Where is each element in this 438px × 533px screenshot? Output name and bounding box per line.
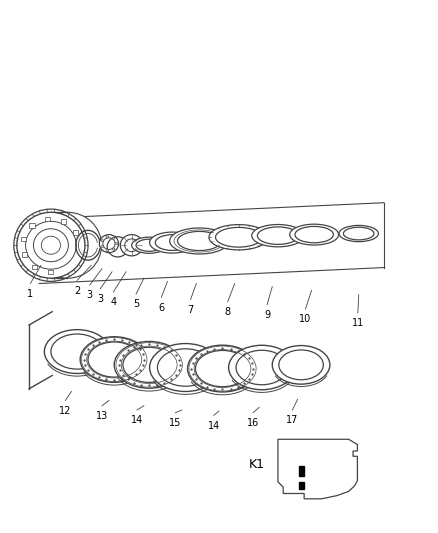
Polygon shape (299, 466, 304, 477)
Ellipse shape (187, 345, 258, 392)
Text: 8: 8 (225, 307, 231, 317)
Text: K1: K1 (249, 458, 265, 471)
Ellipse shape (41, 236, 60, 254)
Text: 2: 2 (74, 286, 80, 296)
Ellipse shape (103, 238, 115, 249)
Ellipse shape (195, 350, 250, 387)
Bar (73, 230, 78, 235)
Ellipse shape (115, 243, 118, 245)
Ellipse shape (33, 212, 102, 278)
Bar (32, 265, 37, 269)
Bar (48, 270, 53, 274)
Text: 13: 13 (96, 411, 108, 421)
Text: 15: 15 (169, 418, 181, 428)
Text: 7: 7 (187, 305, 194, 315)
Ellipse shape (132, 237, 166, 253)
Ellipse shape (125, 239, 139, 252)
Ellipse shape (343, 227, 374, 240)
Ellipse shape (236, 350, 288, 385)
Ellipse shape (252, 224, 304, 247)
Ellipse shape (155, 235, 189, 251)
Ellipse shape (17, 212, 85, 278)
Text: 3: 3 (87, 290, 93, 301)
Ellipse shape (279, 350, 323, 379)
Ellipse shape (229, 345, 295, 390)
Bar (45, 217, 50, 221)
Ellipse shape (136, 239, 162, 251)
Ellipse shape (99, 235, 119, 253)
Ellipse shape (51, 334, 103, 369)
Text: 1: 1 (27, 289, 33, 299)
Text: 14: 14 (208, 421, 220, 431)
Ellipse shape (44, 329, 110, 374)
Ellipse shape (106, 236, 109, 238)
Bar (21, 237, 26, 241)
Text: 12: 12 (59, 406, 71, 416)
Ellipse shape (106, 249, 109, 252)
Text: 16: 16 (247, 418, 259, 428)
Ellipse shape (290, 224, 339, 245)
Ellipse shape (150, 232, 195, 253)
Ellipse shape (112, 248, 115, 250)
Polygon shape (278, 439, 357, 499)
Polygon shape (299, 482, 304, 489)
Ellipse shape (114, 342, 184, 388)
Ellipse shape (123, 348, 175, 382)
Ellipse shape (80, 337, 148, 382)
Ellipse shape (112, 237, 115, 239)
Bar (29, 223, 35, 228)
Text: 3: 3 (97, 294, 103, 304)
Text: 14: 14 (131, 415, 143, 425)
Text: 6: 6 (158, 303, 164, 313)
Ellipse shape (258, 227, 298, 245)
Text: 9: 9 (264, 310, 270, 320)
Ellipse shape (101, 246, 104, 248)
Text: 17: 17 (286, 415, 299, 425)
Bar (61, 220, 67, 224)
Text: 11: 11 (352, 318, 364, 328)
Ellipse shape (215, 228, 262, 247)
Ellipse shape (150, 344, 221, 391)
Ellipse shape (157, 349, 213, 386)
Ellipse shape (170, 228, 229, 254)
Text: 5: 5 (133, 300, 139, 310)
Ellipse shape (272, 345, 330, 384)
Ellipse shape (88, 342, 141, 377)
Ellipse shape (177, 231, 221, 251)
Ellipse shape (101, 239, 104, 241)
Ellipse shape (120, 235, 143, 256)
Ellipse shape (295, 227, 333, 243)
Text: 10: 10 (299, 314, 311, 325)
Text: 4: 4 (110, 297, 117, 308)
Bar (22, 253, 27, 257)
Ellipse shape (33, 229, 68, 262)
Ellipse shape (209, 224, 268, 250)
Ellipse shape (25, 221, 76, 269)
Ellipse shape (339, 225, 378, 241)
